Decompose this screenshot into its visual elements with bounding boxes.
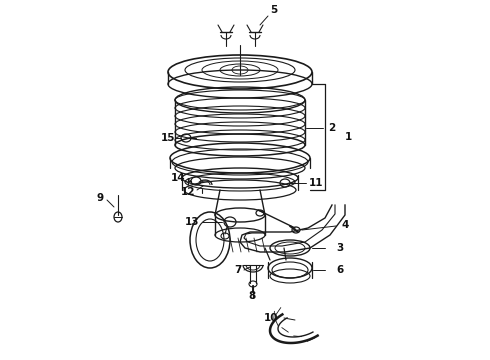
Text: 6: 6 (336, 265, 343, 275)
Text: 14: 14 (171, 173, 185, 183)
Text: 12: 12 (181, 187, 195, 197)
Text: 4: 4 (342, 220, 349, 230)
Text: 10: 10 (264, 313, 278, 323)
Text: 15: 15 (161, 133, 175, 143)
Text: 8: 8 (248, 291, 256, 301)
Text: 5: 5 (270, 5, 278, 15)
Text: 13: 13 (185, 217, 199, 227)
Text: 1: 1 (344, 132, 352, 142)
Text: 7: 7 (234, 265, 242, 275)
Text: 2: 2 (328, 123, 336, 133)
Text: 3: 3 (336, 243, 343, 253)
Text: 11: 11 (309, 178, 323, 188)
Text: 9: 9 (97, 193, 103, 203)
